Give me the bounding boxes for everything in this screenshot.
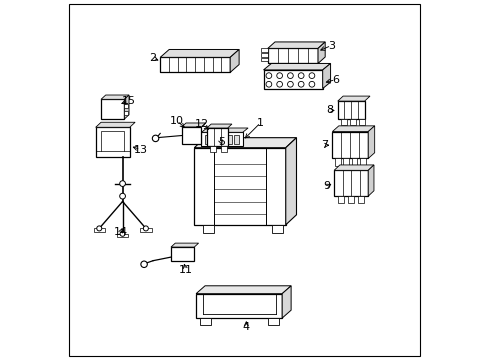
- Bar: [196, 294, 282, 318]
- Bar: [261, 48, 267, 52]
- Polygon shape: [263, 63, 330, 70]
- Polygon shape: [230, 49, 239, 72]
- Bar: [263, 70, 322, 89]
- Polygon shape: [317, 42, 325, 63]
- Bar: [194, 148, 285, 225]
- Polygon shape: [322, 63, 330, 89]
- Bar: [359, 119, 364, 126]
- Text: 3: 3: [327, 41, 334, 50]
- Bar: [221, 146, 226, 152]
- Text: 7: 7: [321, 140, 328, 150]
- Bar: [261, 58, 267, 61]
- Bar: [117, 234, 128, 237]
- Bar: [124, 111, 128, 116]
- Polygon shape: [194, 138, 296, 148]
- Bar: [101, 131, 124, 151]
- Bar: [219, 135, 224, 144]
- Polygon shape: [285, 138, 296, 225]
- Text: 5: 5: [217, 138, 224, 147]
- Bar: [359, 158, 365, 166]
- Bar: [204, 135, 210, 144]
- Circle shape: [141, 261, 147, 267]
- Bar: [140, 228, 151, 232]
- Circle shape: [97, 226, 102, 231]
- Circle shape: [298, 81, 304, 87]
- Bar: [337, 101, 364, 119]
- Text: 13: 13: [133, 144, 147, 154]
- Bar: [347, 196, 353, 203]
- Bar: [333, 170, 367, 196]
- Bar: [124, 104, 128, 108]
- Bar: [201, 132, 242, 146]
- Bar: [226, 135, 231, 144]
- Text: 14: 14: [114, 227, 127, 237]
- Circle shape: [152, 135, 159, 141]
- Text: 11: 11: [178, 265, 192, 275]
- Polygon shape: [282, 286, 290, 318]
- Polygon shape: [367, 165, 373, 196]
- Bar: [206, 128, 227, 146]
- Bar: [337, 196, 343, 203]
- Text: 4: 4: [242, 322, 249, 332]
- Bar: [357, 196, 363, 203]
- Polygon shape: [332, 126, 374, 132]
- Circle shape: [120, 193, 125, 199]
- Circle shape: [287, 73, 293, 78]
- Bar: [335, 158, 340, 166]
- Text: 2: 2: [149, 53, 156, 63]
- Text: 1: 1: [257, 118, 264, 128]
- Circle shape: [120, 231, 125, 236]
- Circle shape: [308, 73, 314, 78]
- Circle shape: [276, 73, 282, 78]
- Bar: [212, 135, 217, 144]
- Polygon shape: [171, 243, 198, 247]
- Polygon shape: [160, 49, 239, 57]
- Bar: [171, 247, 194, 261]
- Bar: [267, 318, 279, 324]
- Polygon shape: [367, 126, 374, 158]
- Text: 12: 12: [195, 120, 209, 129]
- Polygon shape: [333, 165, 373, 170]
- Bar: [210, 146, 216, 152]
- Bar: [101, 99, 124, 119]
- Polygon shape: [101, 95, 129, 99]
- Text: 9: 9: [323, 181, 330, 191]
- Polygon shape: [196, 286, 290, 294]
- Circle shape: [143, 226, 148, 231]
- Circle shape: [298, 73, 304, 78]
- Bar: [343, 158, 348, 166]
- Polygon shape: [182, 123, 205, 127]
- Bar: [96, 127, 129, 157]
- Polygon shape: [267, 42, 325, 48]
- Bar: [160, 57, 230, 72]
- Bar: [199, 318, 211, 324]
- Circle shape: [265, 73, 271, 78]
- Polygon shape: [206, 124, 231, 128]
- Polygon shape: [96, 122, 135, 127]
- Bar: [349, 119, 355, 126]
- Circle shape: [308, 81, 314, 87]
- Bar: [182, 127, 201, 144]
- Text: 10: 10: [170, 116, 183, 126]
- Circle shape: [276, 81, 282, 87]
- Circle shape: [265, 81, 271, 87]
- Bar: [203, 225, 214, 233]
- Bar: [351, 158, 357, 166]
- Polygon shape: [201, 128, 247, 132]
- Text: 8: 8: [325, 105, 332, 116]
- Text: 15: 15: [122, 96, 135, 106]
- Bar: [271, 225, 282, 233]
- Circle shape: [120, 181, 125, 186]
- Bar: [233, 135, 238, 144]
- Polygon shape: [337, 96, 369, 101]
- Bar: [261, 53, 267, 57]
- Text: 6: 6: [331, 75, 338, 85]
- Bar: [341, 119, 346, 126]
- Circle shape: [287, 81, 293, 87]
- Polygon shape: [124, 95, 129, 119]
- Bar: [267, 48, 317, 63]
- Bar: [93, 228, 105, 232]
- Bar: [332, 132, 367, 158]
